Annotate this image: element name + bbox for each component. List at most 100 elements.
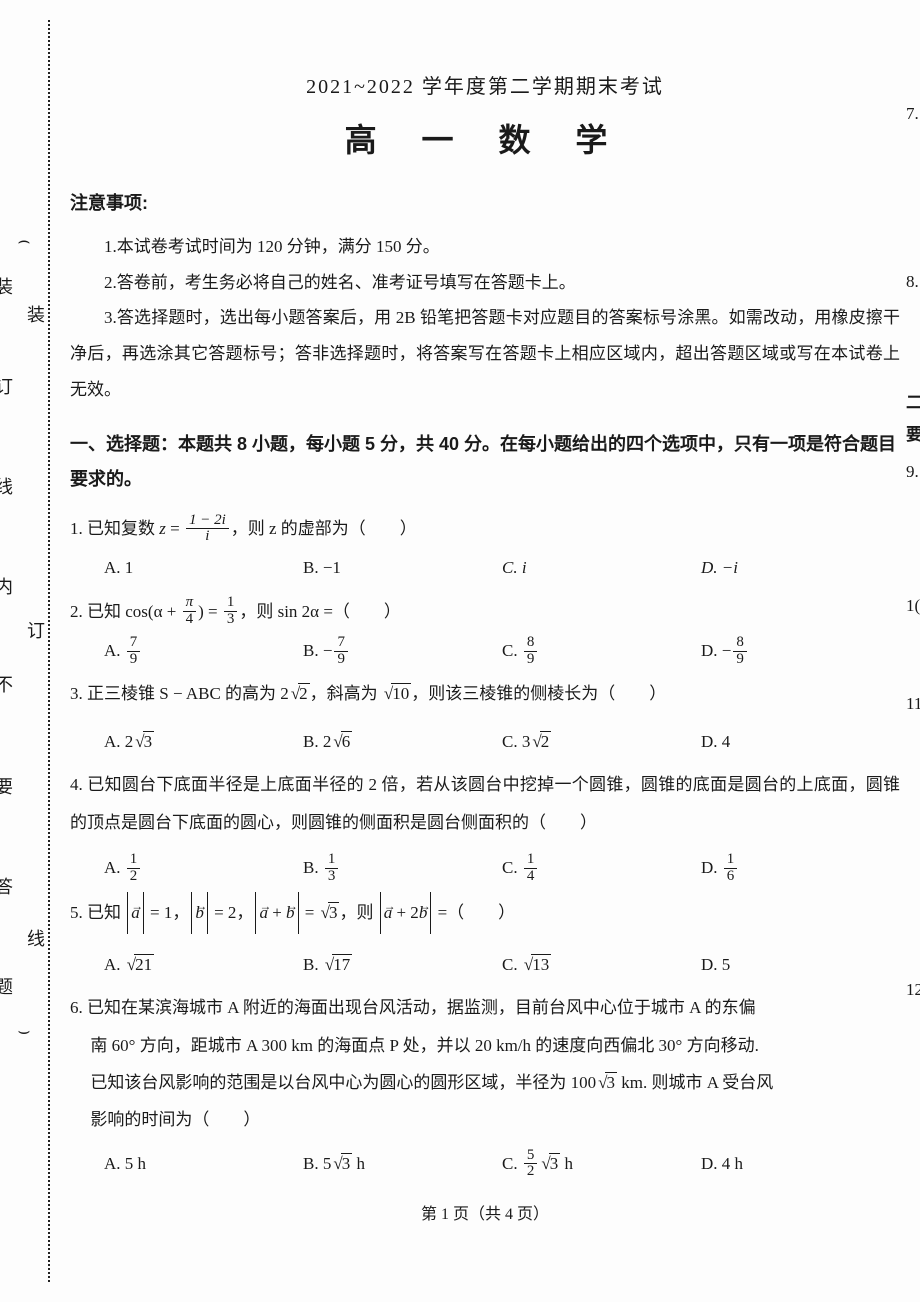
binding-char: 要	[0, 778, 28, 796]
q3-options: A. 23 B. 26 C. 32 D. 4	[70, 723, 900, 760]
option-a: A. 5 h	[104, 1145, 303, 1182]
text: h	[352, 1154, 365, 1173]
text: 3. 正三棱锥 S − ABC 的高为 2	[70, 684, 289, 703]
binding-margin: ⌢ 装 装 订 线 内 订 不 要 答 线 题 ⌣	[0, 0, 65, 1302]
numerator: 8	[524, 635, 538, 652]
binding-char: 线	[12, 930, 60, 948]
denominator: 9	[334, 652, 348, 668]
text: km. 则城市 A 受台风	[617, 1073, 773, 1092]
vec-b: b	[286, 903, 295, 922]
section-title: 一、选择题：本题共 8 小题，每小题 5 分，共 40 分。在每小题给出的四个选…	[70, 427, 900, 495]
option-c: C. i	[502, 549, 701, 586]
option-d: D. 4 h	[701, 1145, 900, 1182]
q3-stem: 3. 正三棱锥 S − ABC 的高为 22，斜高为 10，则该三棱锥的侧棱长为…	[70, 675, 900, 712]
denominator: 3	[325, 869, 339, 885]
fraction: π4	[183, 595, 197, 628]
fraction: 13	[224, 595, 238, 628]
denominator: 3	[224, 612, 238, 628]
numerator: 7	[127, 635, 141, 652]
radicand: 17	[332, 954, 352, 974]
text: ) =	[198, 602, 222, 621]
denominator: i	[186, 529, 229, 545]
option-b: B. 26	[303, 723, 502, 760]
peek-text: 7.	[906, 104, 919, 124]
text: =	[166, 519, 184, 538]
peek-text: 要	[906, 420, 920, 445]
option-c: C. 523 h	[502, 1145, 701, 1182]
radicand: 2	[298, 683, 310, 703]
numerator: π	[183, 595, 197, 612]
vec-a: a	[259, 903, 268, 922]
exam-page: ⌢ 装 装 订 线 内 订 不 要 答 线 题 ⌣ 2021~2022 学年度第…	[0, 0, 920, 1302]
option-a: A. 1	[104, 549, 303, 586]
text: ，则 sin 2α =（ ）	[239, 602, 401, 621]
page-footer: 第 1 页（共 4 页）	[70, 1200, 900, 1224]
numerator: 8	[733, 635, 747, 652]
notice-item: 3.答选择题时，选出每小题答案后，用 2B 铅笔把答题卡对应题目的答案标号涂黑。…	[70, 300, 900, 407]
text: B. 5	[303, 1154, 331, 1173]
option-a: A. 21	[104, 946, 303, 983]
denominator: 9	[127, 652, 141, 668]
q2-options: A. 79 B. −79 C. 89 D. −89	[70, 632, 900, 669]
binding-char: 装	[12, 306, 60, 324]
numerator: 1	[325, 852, 339, 869]
notice-item: 1.本试卷考试时间为 120 分钟，满分 150 分。	[70, 229, 900, 265]
option-b: B. 13	[303, 849, 502, 886]
option-d: D. 5	[701, 946, 900, 983]
option-d: D. 4	[701, 723, 900, 760]
right-edge-peek: 7. 8. 二 要 9. 1( 11 12	[902, 0, 920, 1302]
option-d: D. 16	[701, 849, 900, 886]
q5-stem: 5. 已知 a = 1，b = 2，a + b = 3，则 a + 2b =（ …	[70, 892, 900, 933]
radicand: 2	[540, 731, 552, 751]
text: =（ ）	[433, 903, 515, 922]
option-c: C. 13	[502, 946, 701, 983]
notice-item: 2.答卷前，考生务必将自己的姓名、准考证号填写在答题卡上。	[70, 265, 900, 301]
denominator: 2	[524, 1164, 538, 1180]
peek-text: 1(	[906, 596, 920, 616]
text: h	[560, 1154, 573, 1173]
radicand: 3	[605, 1072, 617, 1092]
radicand: 10	[391, 683, 411, 703]
peek-text: 11	[906, 694, 920, 714]
exam-term: 2021~2022 学年度第二学期期末考试	[70, 70, 900, 99]
numerator: 1	[724, 852, 738, 869]
notice-body: 1.本试卷考试时间为 120 分钟，满分 150 分。 2.答卷前，考生务必将自…	[70, 229, 900, 407]
numerator: 1	[524, 852, 538, 869]
text: 影响的时间为（ ）	[70, 1110, 260, 1129]
text: 5. 已知	[70, 903, 125, 922]
q6-stem: 6. 已知在某滨海城市 A 附近的海面出现台风活动，据监测，目前台风中心位于城市…	[70, 989, 900, 1139]
q4-stem: 4. 已知圆台下底面半径是上底面半径的 2 倍，若从该圆台中挖掉一个圆锥，圆锥的…	[70, 766, 900, 841]
denominator: 2	[127, 869, 141, 885]
option-b: B. −79	[303, 632, 502, 669]
text: 已知该台风影响的范围是以台风中心为圆心的圆形区域，半径为 100	[70, 1073, 596, 1092]
numerator: 1	[224, 595, 238, 612]
option-d: D. −i	[701, 549, 900, 586]
question-2: 2. 已知 cos(α + π4) = 13，则 sin 2α =（ ） A. …	[70, 593, 900, 670]
numerator: 7	[334, 635, 348, 652]
radicand: 21	[134, 954, 154, 974]
vec-a: a	[131, 903, 140, 922]
radicand: 3	[328, 902, 340, 922]
text: 2. 已知 cos(α +	[70, 602, 181, 621]
radicand: 3	[341, 1153, 353, 1173]
vec-b: b	[195, 903, 204, 922]
q1-options: A. 1 B. −1 C. i D. −i	[70, 549, 900, 586]
radicand: 3	[549, 1153, 561, 1173]
question-4: 4. 已知圆台下底面半径是上底面半径的 2 倍，若从该圆台中挖掉一个圆锥，圆锥的…	[70, 766, 900, 886]
binding-char: 答	[0, 878, 28, 896]
text: 南 60° 方向，距城市 A 300 km 的海面点 P 处，并以 20 km/…	[70, 1027, 759, 1064]
paren-top: ⌢	[0, 230, 48, 253]
option-a: A. 12	[104, 849, 303, 886]
question-5: 5. 已知 a = 1，b = 2，a + b = 3，则 a + 2b =（ …	[70, 892, 900, 983]
exam-title: 高 一 数 学	[70, 115, 900, 161]
q4-options: A. 12 B. 13 C. 14 D. 16	[70, 849, 900, 886]
text: = 1，	[146, 903, 190, 922]
binding-char: 题	[0, 978, 28, 996]
peek-text: 12	[906, 980, 920, 1000]
fraction: 1 − 2ii	[186, 513, 229, 546]
radicand: 3	[143, 731, 155, 751]
text: = 2，	[210, 903, 254, 922]
vec-a: a	[384, 903, 393, 922]
q2-stem: 2. 已知 cos(α + π4) = 13，则 sin 2α =（ ）	[70, 593, 900, 630]
text: 6. 已知在某滨海城市 A 附近的海面出现台风活动，据监测，目前台风中心位于城市…	[70, 998, 756, 1017]
